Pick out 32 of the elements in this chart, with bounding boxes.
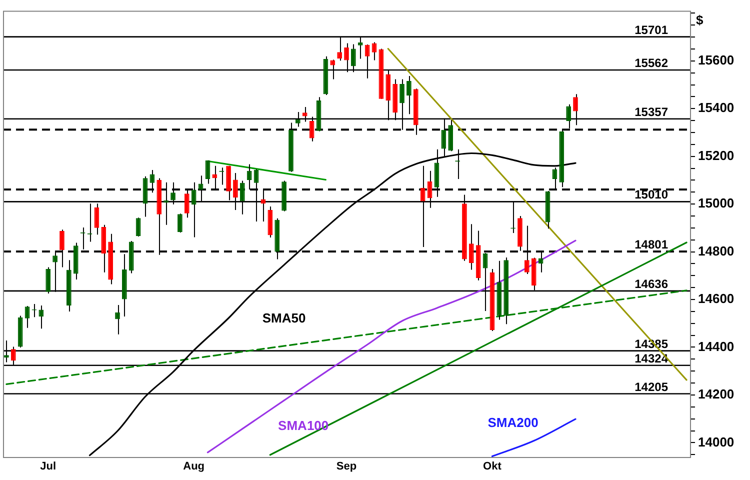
series-label: SMA50 (262, 310, 306, 326)
ref-line-label: 14801 (634, 238, 668, 252)
candlestick (268, 206, 273, 238)
x-tick-label: Sep (336, 460, 357, 473)
y-tick-label: 14600 (698, 291, 734, 306)
x-tick-label: Jul (40, 460, 56, 473)
y-tick-label: 14800 (698, 243, 734, 258)
candlestick (24, 305, 30, 328)
y-tick-label: 14000 (698, 434, 734, 450)
x-tick-label: Aug (183, 460, 205, 473)
ref-line-label: 15701 (634, 22, 668, 37)
series-label: SMA200 (488, 415, 538, 430)
x-tick-label: Okt (483, 460, 502, 473)
y-tick-label: 14400 (698, 338, 734, 354)
line-series (206, 240, 576, 454)
ref-line-label: 15562 (634, 56, 668, 70)
y-tick-label: 15000 (698, 196, 734, 211)
ref-line-label: 15357 (634, 104, 668, 119)
candlestick (406, 75, 412, 115)
ref-line-label: 14324 (634, 351, 668, 366)
ref-line-label: 14636 (634, 276, 668, 291)
candlestick (115, 304, 120, 335)
y-axis-title: $ (696, 12, 704, 28)
y-tick-label: 14200 (698, 386, 734, 402)
y-tick-label: 15600 (698, 52, 734, 68)
y-tick-label: 15200 (698, 148, 734, 163)
series-label: SMA100 (278, 418, 329, 433)
y-tick-label: 15400 (698, 100, 734, 116)
candlestick (38, 304, 44, 330)
ref-line-label: 14205 (634, 380, 668, 394)
candlestick (178, 213, 182, 233)
ref-line-label: 15010 (634, 188, 668, 202)
